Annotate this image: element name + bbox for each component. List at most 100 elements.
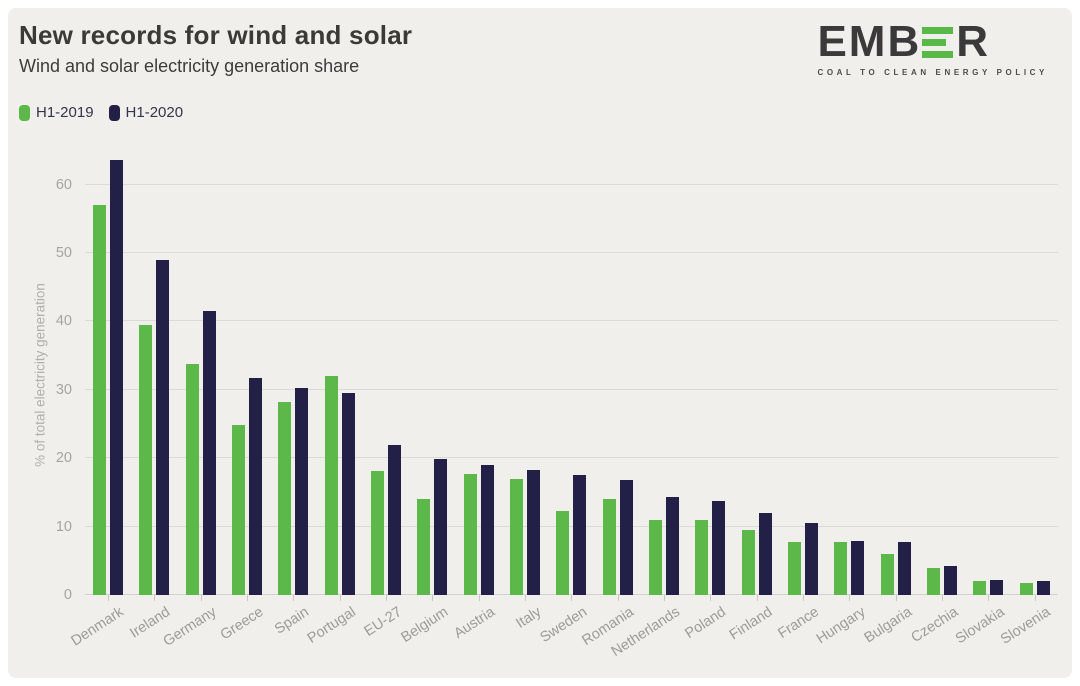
bar-h1-2019-romania <box>602 498 616 595</box>
bar-h1-2020-spain <box>295 387 309 595</box>
x-tick <box>386 595 388 601</box>
x-tick-label-greece: Greece <box>217 604 266 644</box>
gridline-50 <box>85 252 1058 253</box>
x-tick <box>617 595 619 601</box>
x-tick-label-slovenia: Slovenia <box>998 604 1054 648</box>
x-tick <box>478 595 480 601</box>
bar-h1-2019-spain <box>278 402 292 595</box>
x-tick <box>293 595 295 601</box>
bar-h1-2019-slovenia <box>1019 582 1033 595</box>
bar-h1-2020-belgium <box>434 458 448 595</box>
bar-h1-2020-sweden <box>573 474 587 595</box>
x-tick <box>756 595 758 601</box>
bar-group-slovakia: Slovakia <box>952 155 1011 647</box>
y-tick-label-30: 30 <box>55 381 72 398</box>
bar-h1-2019-italy <box>510 479 524 595</box>
bar-group-finland: Finland <box>727 155 780 643</box>
x-tick <box>664 595 666 601</box>
bar-group-ireland: Ireland <box>127 155 177 642</box>
bar-h1-2019-austria <box>463 473 477 595</box>
x-tick-label-finland: Finland <box>726 604 776 644</box>
bar-h1-2019-france <box>788 541 802 595</box>
bar-group-netherlands: Netherlands <box>609 155 687 660</box>
x-tick <box>942 595 944 601</box>
legend-swatch-navy <box>108 104 120 121</box>
bar-group-hungary: Hungary <box>813 155 872 647</box>
gridline-30 <box>85 388 1058 390</box>
bar-h1-2020-bulgaria <box>897 542 911 595</box>
bar-group-greece: Greece <box>217 155 270 643</box>
gridline-0 <box>85 594 1058 595</box>
bar-h1-2020-greece <box>249 378 263 595</box>
x-tick <box>895 595 897 601</box>
x-tick-label-belgium: Belgium <box>398 604 452 646</box>
x-tick <box>849 595 851 601</box>
x-tick <box>571 595 573 601</box>
x-tick-label-czechia: Czechia <box>908 604 961 646</box>
x-tick-label-eu-27: EU-27 <box>361 604 405 640</box>
bar-h1-2019-slovakia <box>973 581 987 595</box>
x-tick <box>710 595 712 601</box>
x-tick-label-austria: Austria <box>450 604 498 643</box>
bar-h1-2019-greece <box>232 424 246 595</box>
x-tick-label-bulgaria: Bulgaria <box>861 604 915 647</box>
y-tick-label-40: 40 <box>55 313 72 330</box>
x-tick-label-italy: Italy <box>512 604 544 632</box>
ember-logo: EMB R COAL TO CLEAN ENERGY POLICY <box>817 17 1048 78</box>
gridline-20 <box>85 457 1058 459</box>
x-tick-label-portugal: Portugal <box>304 604 359 647</box>
bar-h1-2020-denmark <box>110 159 124 595</box>
bar-group-bulgaria: Bulgaria <box>861 155 919 646</box>
bar-group-romania: Romania <box>579 155 641 649</box>
x-tick-label-poland: Poland <box>682 604 730 643</box>
x-tick-label-slovakia: Slovakia <box>952 604 1008 648</box>
bar-h1-2019-hungary <box>834 542 848 595</box>
bar-h1-2020-slovakia <box>990 579 1004 595</box>
y-tick-label-60: 60 <box>55 176 72 193</box>
legend-label-h1-2020: H1-2020 <box>125 104 184 121</box>
header: New records for wind and solar Wind and … <box>19 20 412 77</box>
y-axis-title: % of total electricity generation <box>32 283 48 467</box>
bar-h1-2019-portugal <box>324 376 338 595</box>
y-tick-label-50: 50 <box>55 245 72 261</box>
legend-item-h1-2019: H1-2019 <box>19 104 94 121</box>
bar-group-eu-27: EU-27 <box>362 155 409 640</box>
bar-h1-2020-eu-27 <box>388 445 402 595</box>
bar-h1-2020-czechia <box>944 565 958 595</box>
gridline-40 <box>85 320 1058 322</box>
x-tick-label-germany: Germany <box>160 604 220 650</box>
bar-group-denmark: Denmark <box>69 155 131 649</box>
bar-group-spain: Spain <box>270 155 316 638</box>
bar-h1-2019-poland <box>695 520 709 595</box>
legend-swatch-green <box>19 104 30 121</box>
bar-h1-2020-germany <box>202 311 216 595</box>
bar-h1-2020-france <box>805 522 819 595</box>
bar-group-czechia: Czechia <box>908 155 965 646</box>
x-tick <box>154 595 156 601</box>
y-tick-label-10: 10 <box>55 518 72 535</box>
plot-area: 0 10 20 30 40 50 60 Denmark Ireland Germany Greece… <box>56 155 1058 660</box>
page-title: New records for wind and solar <box>19 20 413 50</box>
bar-h1-2020-netherlands <box>666 496 680 595</box>
bar-h1-2019-ireland <box>139 324 153 595</box>
logo-text-r: R <box>956 17 990 66</box>
chart-card: New records for wind and solar Wind and … <box>8 8 1072 678</box>
x-tick-label-hungary: Hungary <box>813 604 869 648</box>
bar-h1-2019-bulgaria <box>880 553 894 595</box>
bar-series-container: Denmark Ireland Germany Greece Spain Portugal… <box>69 155 1058 660</box>
bar-h1-2019-eu-27 <box>371 470 385 595</box>
x-tick <box>803 595 805 601</box>
bar-h1-2019-belgium <box>417 499 431 595</box>
bar-group-belgium: Belgium <box>399 155 455 646</box>
gridline-60 <box>85 183 1058 185</box>
bar-h1-2019-netherlands <box>649 519 663 595</box>
bar-h1-2020-portugal <box>341 392 355 595</box>
logo-text-emb: EMB <box>817 17 922 66</box>
y-tick-label-0: 0 <box>63 587 72 603</box>
bar-h1-2020-hungary <box>851 540 865 595</box>
bar-group-sweden: Sweden <box>538 155 594 646</box>
bar-h1-2020-austria <box>480 465 494 595</box>
bar-group-france: France <box>775 155 826 642</box>
legend-label-h1-2019: H1-2019 <box>36 104 94 121</box>
bar-h1-2020-italy <box>527 469 541 595</box>
